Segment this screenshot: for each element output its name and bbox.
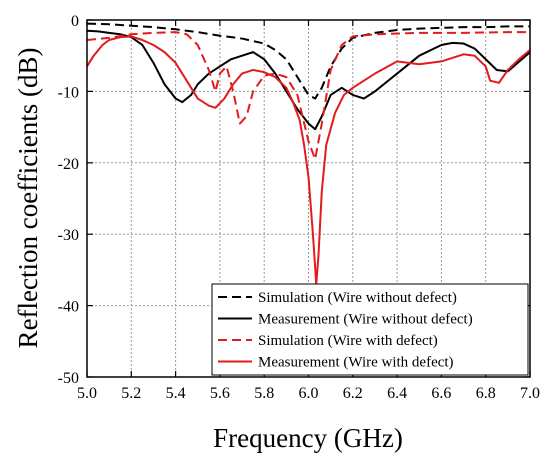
y-tick-labels: 0 -10 -20 -30 -40 -50 [58,13,79,387]
y-tick-label: -30 [58,227,79,244]
x-tick-label: 6.8 [476,385,496,402]
x-tick-label: 5.6 [210,385,230,402]
y-tick-label: -20 [58,156,79,173]
legend-box [211,283,529,376]
legend-label-2: Measurement (Wire without defect) [258,312,473,328]
y-tick-label: -50 [58,370,79,387]
x-tick-label: 5.8 [254,385,274,402]
legend-label-1: Simulation (Wire without defect) [258,290,457,306]
y-tick-label: -10 [58,84,79,101]
x-tick-label: 6.2 [343,385,363,402]
series-line-4 [87,35,530,286]
x-tick-label: 6.6 [431,385,451,402]
legend: Simulation (Wire without defect) Measurem… [211,283,529,376]
plot-series [87,22,530,286]
y-tick-label: 0 [71,13,79,30]
y-axis-title: Reflection coefficients (dB) [13,48,43,349]
x-tick-label: 5.0 [77,385,97,402]
x-tick-labels: 5.0 5.2 5.4 5.6 5.8 6.0 6.2 6.4 6.6 6.8 7.0 [77,385,540,402]
series-group [87,22,530,286]
x-tick-label: 7.0 [520,385,540,402]
x-tick-label: 5.4 [166,385,186,402]
series-line-2 [87,29,530,131]
legend-label-4: Measurement (Wire with defect) [258,355,454,371]
x-axis-title: Frequency (GHz) [213,423,403,453]
x-tick-label: 6.4 [387,385,407,402]
legend-label-3: Simulation (Wire with defect) [258,333,438,349]
series-line-3 [87,31,530,161]
y-tick-label: -40 [58,299,79,316]
series-line-1 [87,22,530,100]
x-tick-label: 6.0 [299,385,319,402]
x-tick-label: 5.2 [121,385,141,402]
